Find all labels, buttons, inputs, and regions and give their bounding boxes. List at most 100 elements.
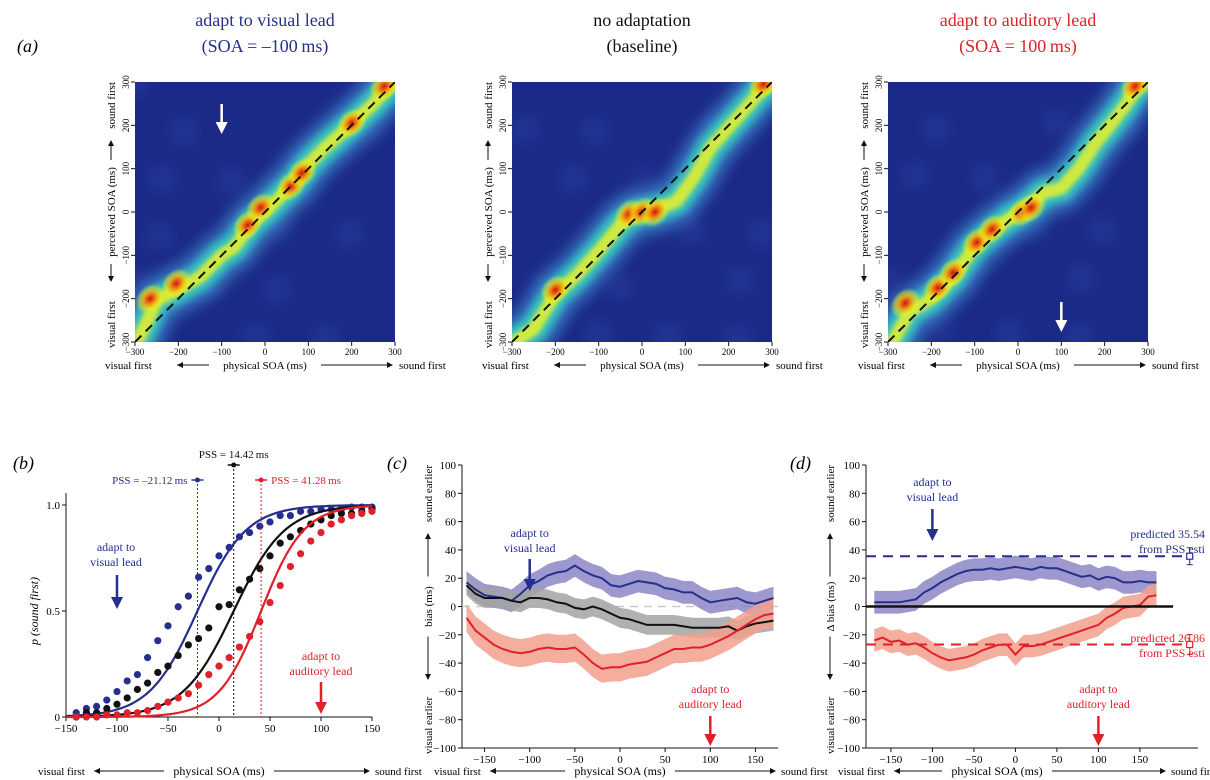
y-tick-label: 100 [844, 460, 861, 472]
y-tick-label: −100 [837, 743, 860, 755]
y-tick-label: −40 [843, 658, 861, 670]
heatmap-x-tick-label: 0 [263, 347, 268, 357]
heatmap-x-label: physical SOA (ms) [976, 360, 1060, 372]
data-point [225, 543, 233, 552]
fit-curve [66, 505, 373, 719]
heatmap-x-tick-label: 200 [722, 347, 736, 357]
data-point [113, 700, 121, 708]
heatmap-title-0: adapt to visual lead (SOA = –100 ms) [195, 10, 334, 57]
heatmap-noise [1064, 322, 1093, 342]
data-point [246, 575, 254, 583]
heatmap-noise [1066, 263, 1095, 292]
x-arrowhead-left [490, 768, 496, 774]
data-point [246, 528, 254, 537]
heatmap-noise [1042, 108, 1071, 137]
data-point [235, 533, 243, 541]
heatmap-y-tick-label: −300 [498, 332, 508, 351]
heatmap-x-arrowhead-left [554, 362, 560, 368]
data-point [225, 654, 233, 662]
heatmap-noise [559, 164, 588, 193]
data-point [266, 518, 274, 526]
x-tick-label: 0 [1013, 754, 1019, 766]
heatmap-y-arrowhead-up [861, 140, 867, 146]
heatmap-hot-spot [748, 82, 772, 100]
heatmap-identity-line [888, 82, 1148, 342]
heatmap-title-line2: (SOA = 100 ms) [959, 36, 1077, 57]
heatmap-noise [241, 322, 270, 342]
x-tick-label: −100 [106, 723, 129, 735]
heatmap-noise [1088, 216, 1117, 245]
adapter-arrow-head [523, 579, 536, 591]
data-point [215, 552, 223, 560]
y-arrowhead-down [425, 674, 431, 680]
heatmap-hot-spot [890, 287, 921, 319]
data-point [235, 586, 243, 594]
x-tick-label: 100 [702, 754, 719, 766]
x-arrowhead-right [770, 768, 776, 774]
heatmap-x-right-label: sound first [776, 360, 823, 372]
x-axis-label: physical SOA (ms) [173, 764, 264, 778]
data-point [266, 598, 274, 607]
x-tick-label: −150 [55, 723, 78, 735]
heatmap-2 [888, 82, 1148, 342]
predicted-blue-label-2: from PSS esti [1139, 542, 1206, 556]
heatmap-x-label: physical SOA (ms) [223, 360, 307, 372]
heatmap-identity-line [135, 82, 395, 342]
y-arrowhead-up [827, 533, 833, 539]
heatmap-x-tick-label: 300 [388, 347, 402, 357]
x-tick-label: 50 [265, 723, 277, 735]
x-arrowhead-right [1160, 768, 1166, 774]
data-point [144, 679, 152, 687]
heatmap-x-left-label: visual first [105, 360, 152, 372]
data-point [154, 702, 162, 711]
heatmap-y-bottom-label: visual first [483, 301, 495, 348]
panel-label-a: (a) [17, 36, 38, 57]
heatmap-y-tick-label: 0 [498, 209, 508, 214]
adapter-arrow-head [111, 597, 123, 609]
heatmap-noise [970, 164, 999, 193]
heatmap-noise [653, 322, 682, 342]
x-tick-label: −50 [566, 754, 584, 766]
heatmap-x-arrowhead-right [764, 362, 770, 368]
heatmap-y-arrowhead-up [108, 140, 114, 146]
heatmap-x-arrowhead-left [930, 362, 936, 368]
x-tick-label: 50 [660, 754, 672, 766]
data-point [246, 632, 254, 641]
series-line [465, 584, 774, 632]
data-point [195, 634, 203, 643]
data-point [297, 507, 305, 515]
heatmap-noise [583, 319, 612, 342]
heatmap-y-arrowhead-down [485, 276, 491, 282]
data-point [133, 709, 141, 717]
x-left-label: visual first [838, 766, 885, 778]
y-tick-label: 100 [440, 460, 457, 472]
heatmap-y-bottom-label: visual first [859, 301, 871, 348]
heatmap-x-tick-label: 300 [1141, 347, 1155, 357]
y-tick-label: 80 [849, 488, 861, 500]
data-point [286, 511, 294, 520]
heatmap-y-label: perceived SOA (ms) [483, 167, 495, 257]
y-tick-label: 20 [849, 573, 861, 585]
heatmap-x-tick-label: −100 [965, 347, 984, 357]
confidence-band [466, 554, 774, 615]
heatmap-noise [512, 114, 540, 143]
panel-label-c: (c) [387, 453, 407, 474]
data-point [164, 622, 172, 630]
data-point [103, 704, 111, 713]
y-bottom-label: visual earlier [825, 697, 837, 754]
heatmap-y-tick-label: −300 [874, 332, 884, 351]
data-point [276, 581, 284, 590]
y-top-label: sound earlier [423, 465, 435, 522]
data-point [103, 696, 111, 704]
heatmap-y-tick-label: 200 [498, 118, 508, 132]
heatmap-hot-spot [937, 257, 969, 288]
panel-d-delta-bias: −100 −80 −60 −40 −20 0 20 40 60 80 100 −150 −100 −50 0… [825, 460, 1210, 778]
data-point [144, 654, 152, 662]
heatmap-title-line2: (baseline) [607, 36, 678, 57]
heatmap-noise [723, 325, 752, 342]
series-line [465, 564, 774, 605]
data-point [133, 671, 141, 679]
adapt-auditory-label-2: auditory lead [290, 664, 353, 678]
x-arrowhead-left [94, 768, 100, 774]
